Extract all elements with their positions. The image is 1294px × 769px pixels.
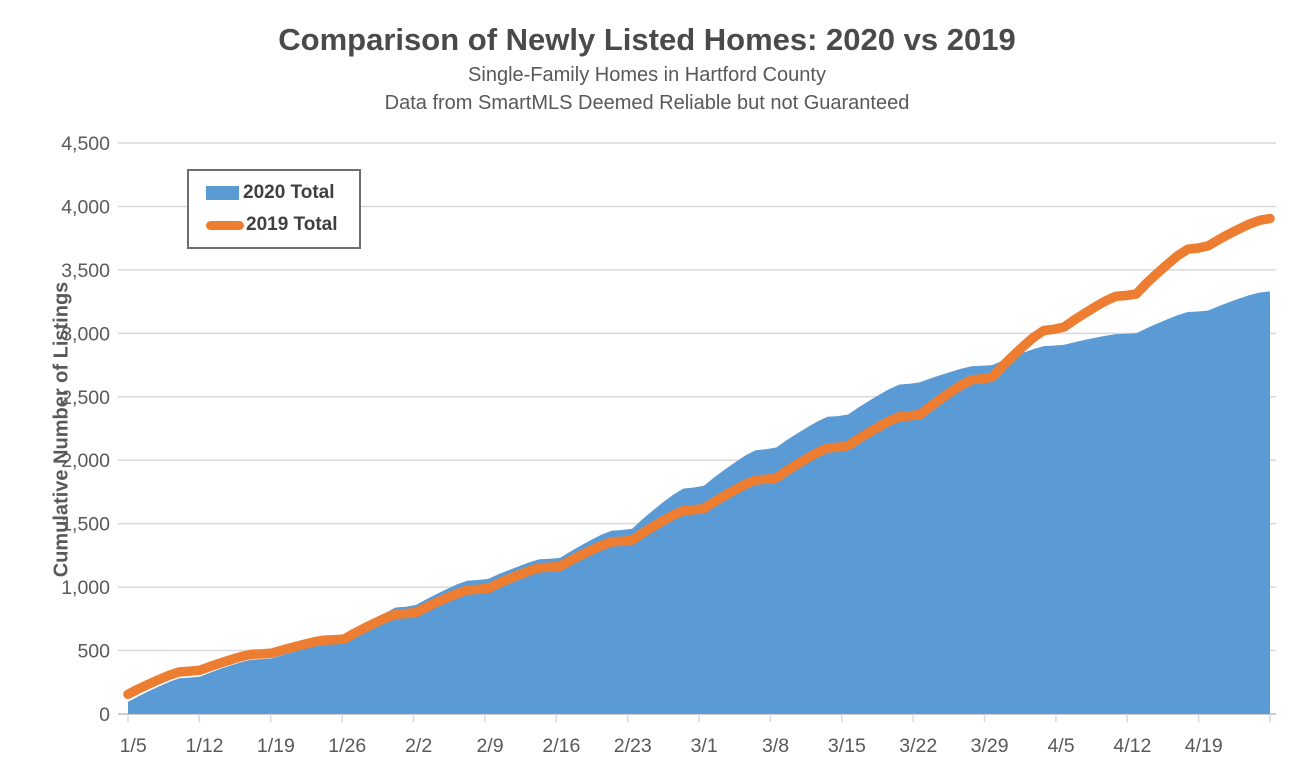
x-tick-label: 4/19 bbox=[1185, 735, 1223, 757]
legend-swatch-2020-area-icon bbox=[206, 186, 239, 200]
y-tick-label: 1,000 bbox=[61, 577, 110, 599]
legend-item-2019: 2019 Total bbox=[206, 214, 359, 236]
x-tick-label: 1/26 bbox=[328, 735, 366, 757]
y-tick-label: 500 bbox=[77, 641, 110, 663]
x-tick-label: 2/2 bbox=[405, 735, 432, 757]
y-tick-label: 4,000 bbox=[61, 196, 110, 218]
x-tick-label: 2/9 bbox=[476, 735, 503, 757]
chart-subtitle-line1: Single-Family Homes in Hartford County bbox=[468, 64, 826, 86]
x-tick-label: 1/12 bbox=[186, 735, 224, 757]
y-tick-label: 2,500 bbox=[61, 387, 110, 409]
legend-swatch-2019-line-icon bbox=[206, 220, 244, 230]
y-tick-label: 1,500 bbox=[61, 514, 110, 536]
x-tick-label: 4/12 bbox=[1113, 735, 1151, 757]
x-tick-label: 1/19 bbox=[257, 735, 295, 757]
x-tick-label: 3/22 bbox=[899, 735, 937, 757]
y-tick-label: 3,000 bbox=[61, 323, 110, 345]
y-tick-label: 4,500 bbox=[61, 133, 110, 155]
chart-title: Comparison of Newly Listed Homes: 2020 v… bbox=[278, 22, 1016, 57]
x-tick-label: 3/29 bbox=[971, 735, 1009, 757]
legend-item-2020: 2020 Total bbox=[206, 182, 359, 204]
x-tick-label: 2/16 bbox=[542, 735, 580, 757]
x-tick-label: 2/23 bbox=[614, 735, 652, 757]
y-tick-label: 2,000 bbox=[61, 450, 110, 472]
chart-legend: 2020 Total 2019 Total bbox=[187, 169, 361, 249]
legend-label-2020: 2020 Total bbox=[243, 182, 335, 203]
x-tick-label: 3/8 bbox=[762, 735, 789, 757]
y-tick-label: 3,500 bbox=[61, 260, 110, 282]
legend-label-2019: 2019 Total bbox=[246, 214, 338, 235]
series-2019-line bbox=[123, 213, 1275, 700]
x-tick-label: 1/5 bbox=[120, 735, 147, 757]
x-tick-label: 4/5 bbox=[1047, 735, 1074, 757]
x-tick-label: 3/1 bbox=[691, 735, 718, 757]
x-tick-label: 3/15 bbox=[828, 735, 866, 757]
series-2020-area bbox=[128, 291, 1270, 714]
y-tick-label: 0 bbox=[99, 704, 110, 726]
chart-subtitle-line2: Data from SmartMLS Deemed Reliable but n… bbox=[384, 92, 910, 114]
